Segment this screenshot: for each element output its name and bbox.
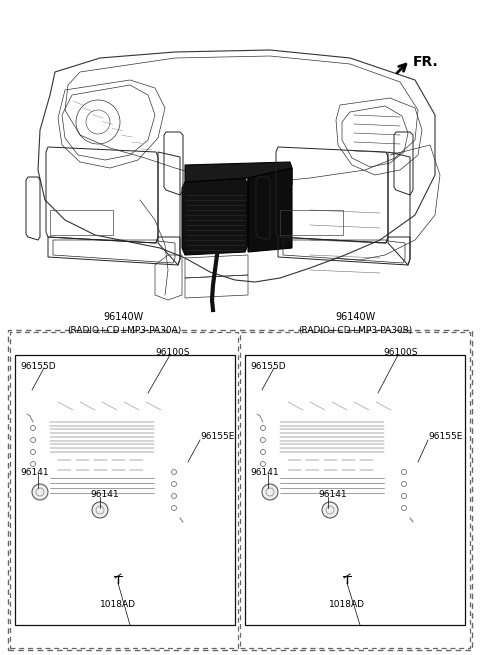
Polygon shape [248,168,292,252]
Text: FR.: FR. [413,55,439,69]
Text: 96141: 96141 [250,468,278,477]
Bar [245,355,465,625]
Text: 96155E: 96155E [428,432,462,441]
Text: 96100S: 96100S [383,348,418,357]
Circle shape [92,502,108,518]
Text: 1018AD: 1018AD [329,600,365,609]
Text: 96155D: 96155D [250,362,286,371]
Text: (RADIO+CD+MP3-PA30B): (RADIO+CD+MP3-PA30B) [298,326,412,335]
Text: 96141: 96141 [90,490,119,499]
Text: 96155E: 96155E [200,432,234,441]
Text: 96141: 96141 [318,490,347,499]
Circle shape [322,502,338,518]
Text: 96155D: 96155D [20,362,56,371]
Bar [15,355,235,625]
Polygon shape [182,178,248,255]
Text: 96140W: 96140W [104,312,144,322]
Circle shape [32,484,48,500]
Text: 96141: 96141 [20,468,48,477]
Polygon shape [185,162,292,185]
Text: 1018AD: 1018AD [100,600,136,609]
Text: (RADIO+CD+MP3-PA30A): (RADIO+CD+MP3-PA30A) [67,326,181,335]
Circle shape [262,484,278,500]
Text: 96100S: 96100S [155,348,190,357]
Text: 96140W: 96140W [335,312,375,322]
